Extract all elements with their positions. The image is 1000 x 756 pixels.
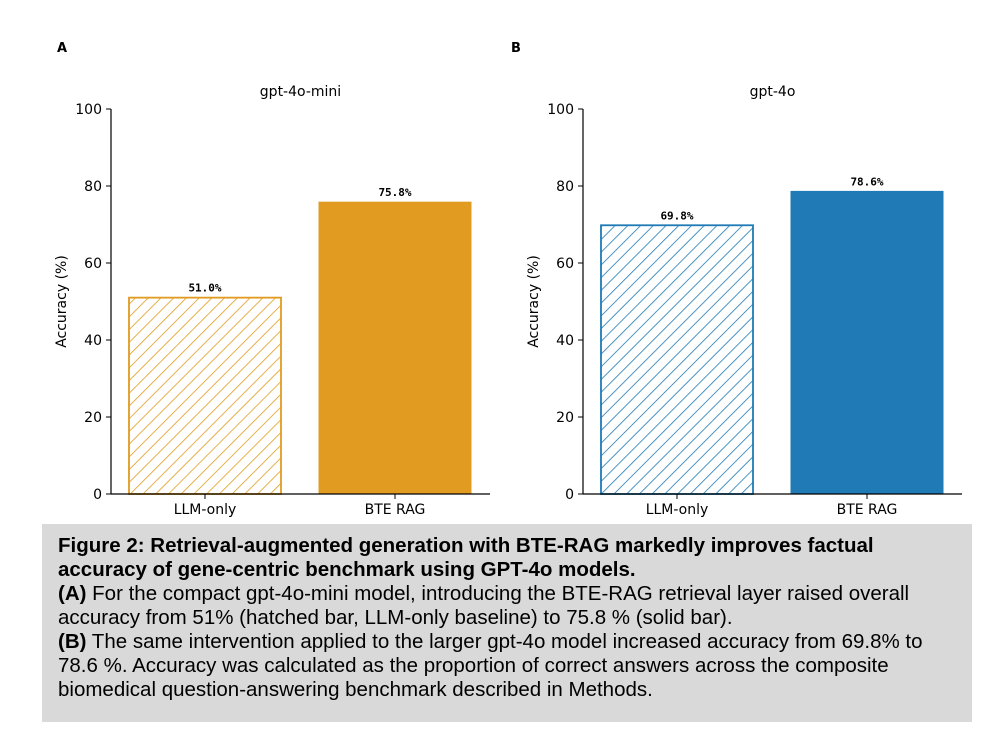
caption-b-label: (B): [58, 630, 87, 653]
bar-value-label: 69.8%: [660, 209, 693, 222]
chart-title: gpt-4o: [750, 84, 796, 100]
bar-value-label: 75.8%: [378, 186, 411, 199]
bar-llm-only: [600, 224, 754, 495]
bar-bte-rag: [318, 201, 472, 495]
y-tick-label: 0: [565, 487, 574, 503]
x-tick-label: LLM-only: [646, 502, 709, 518]
caption-a-text: For the compact gpt-4o-mini model, intro…: [58, 582, 910, 629]
caption-paragraph-b: (B) The same intervention applied to the…: [58, 630, 956, 702]
y-tick-label: 100: [547, 102, 574, 118]
caption-paragraph-a: (A) For the compact gpt-4o-mini model, i…: [58, 582, 956, 630]
y-tick-label: 20: [84, 410, 102, 426]
y-tick-label: 100: [75, 102, 102, 118]
y-tick-label: 40: [84, 333, 102, 349]
panel-label: A: [57, 41, 67, 56]
bar-value-label: 51.0%: [188, 282, 221, 295]
bar-bte-rag: [790, 190, 944, 495]
y-tick-label: 80: [84, 179, 102, 195]
caption-a-label: (A): [58, 582, 87, 605]
x-tick-label: LLM-only: [174, 502, 237, 518]
y-tick-label: 0: [93, 487, 102, 503]
y-tick-label: 20: [556, 410, 574, 426]
caption-title: Figure 2: Retrieval-augmented generation…: [58, 534, 874, 581]
x-tick-label: BTE RAG: [365, 502, 426, 518]
y-tick-label: 60: [556, 256, 574, 272]
figure-caption: Figure 2: Retrieval-augmented generation…: [42, 524, 972, 722]
x-tick-label: BTE RAG: [837, 502, 898, 518]
panel-label: B: [511, 41, 521, 56]
chart-title: gpt-4o-mini: [260, 84, 341, 100]
caption-b-text: The same intervention applied to the lar…: [58, 630, 923, 701]
bar-llm-only: [128, 296, 282, 495]
y-tick-label: 40: [556, 333, 574, 349]
y-tick-label: 60: [84, 256, 102, 272]
y-axis-label: Accuracy (%): [54, 255, 70, 348]
bar-value-label: 78.6%: [850, 175, 883, 188]
y-tick-label: 80: [556, 179, 574, 195]
y-axis-label: Accuracy (%): [526, 255, 542, 348]
